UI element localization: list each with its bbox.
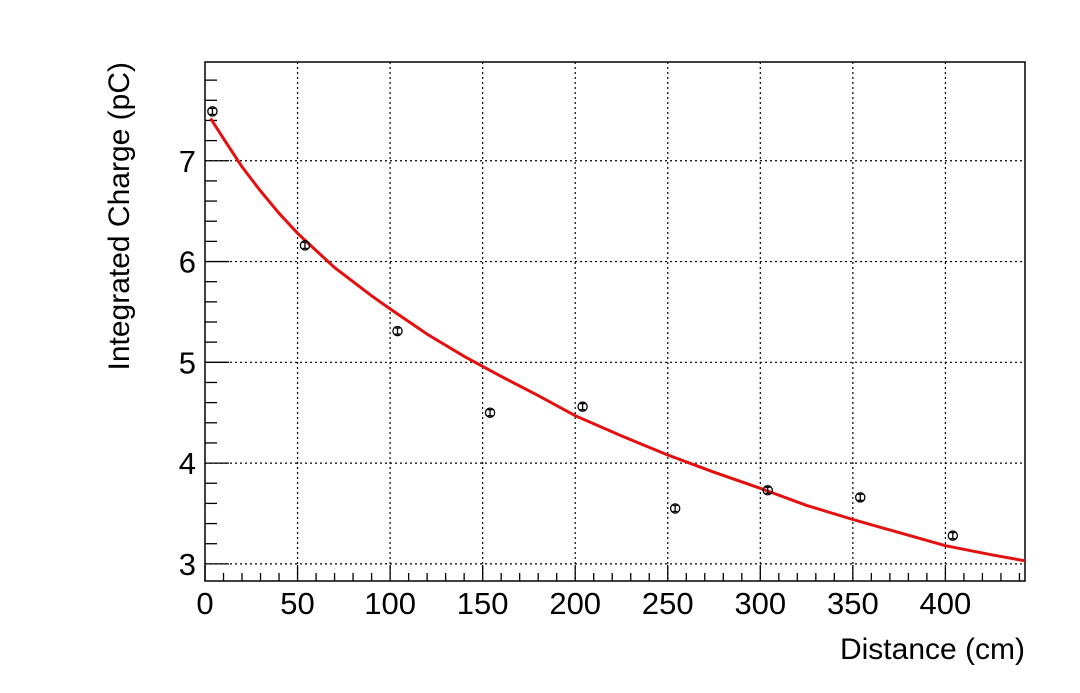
data-point (762, 485, 773, 496)
plot-frame (204, 61, 1026, 582)
plot-border (204, 61, 1026, 582)
x-tick-label: 250 (642, 586, 694, 621)
point-marker (577, 401, 588, 412)
point-marker (484, 407, 496, 418)
x-tick-label: 100 (364, 586, 416, 621)
y-tick-label: 4 (179, 446, 196, 481)
x-axis-title: Distance (cm) (840, 633, 1025, 666)
y-tick-label: 6 (179, 245, 196, 280)
y-axis-title: Integrated Charge (pC) (103, 62, 136, 371)
point-marker (207, 106, 218, 117)
point-marker (947, 530, 959, 541)
x-tick-label: 50 (280, 586, 314, 621)
data-point (299, 240, 311, 251)
y-axis-tick-labels: 3 4 5 6 7 (179, 144, 196, 582)
y-tick-label: 5 (179, 345, 196, 380)
data-point (577, 401, 588, 412)
data-point (484, 407, 496, 418)
point-marker (392, 325, 403, 337)
x-axis-tick-labels: 0 50 100 150 200 250 300 350 400 (196, 586, 971, 621)
x-tick-label: 0 (196, 586, 213, 621)
y-tick-label: 7 (179, 144, 196, 179)
x-tick-label: 300 (734, 586, 786, 621)
data-point (207, 106, 218, 117)
axis-ticks (204, 79, 1021, 581)
data-point (947, 530, 959, 541)
point-marker (669, 503, 681, 514)
data-point (392, 325, 403, 337)
point-marker (299, 240, 311, 251)
point-marker (855, 492, 866, 503)
fit-curve (209, 117, 1026, 563)
grid-lines (205, 62, 1025, 581)
y-tick-label: 3 (179, 547, 196, 582)
data-point (855, 492, 866, 503)
data-points (207, 106, 959, 541)
x-tick-label: 400 (920, 586, 972, 621)
data-point (669, 503, 681, 514)
x-tick-label: 350 (827, 586, 879, 621)
x-tick-label: 200 (549, 586, 601, 621)
x-tick-label: 150 (457, 586, 509, 621)
point-marker (762, 485, 773, 496)
fit-line (209, 117, 1026, 563)
